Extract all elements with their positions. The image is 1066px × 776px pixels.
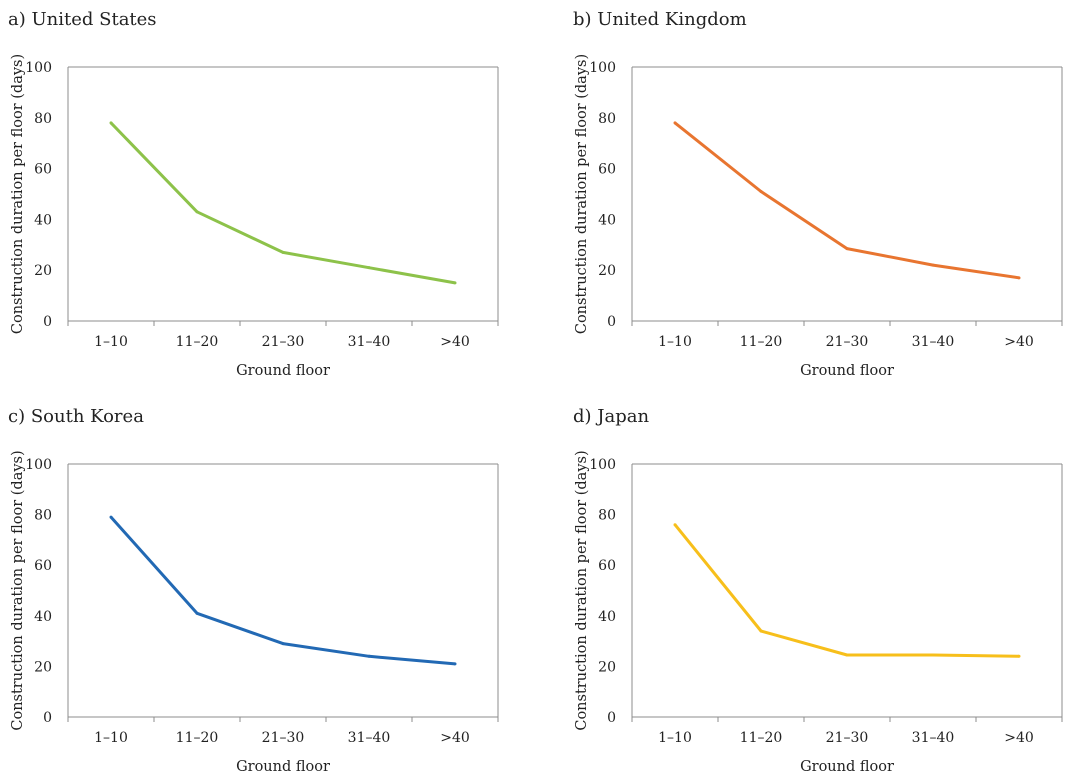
series-line [109, 516, 456, 666]
chart-title: b) United Kingdom [573, 9, 747, 30]
chart-panel-3: c) South Korea 0 20 40 60 80 100 1–10 11–20 21–30… [8, 406, 499, 775]
x-tick-label: 1–10 [94, 730, 128, 746]
chart-panel-2: b) United Kingdom 0 20 40 60 80 100 1–10 11–20 21… [573, 9, 1063, 379]
x-axis-label: Ground floor [800, 759, 894, 772]
data-point [453, 281, 457, 285]
x-axis-label: Ground floor [800, 363, 894, 379]
y-tick-label: 40 [34, 212, 52, 228]
data-point [673, 523, 677, 527]
y-tick-label: 100 [589, 60, 616, 76]
y-tick-label: 60 [34, 162, 52, 178]
data-point [109, 515, 113, 519]
y-axis-label: Construction duration per floor (days) [10, 450, 26, 730]
x-axis-label: Ground floor [236, 759, 330, 772]
x-tick-label: >40 [440, 730, 470, 746]
y-tick-label: 0 [43, 710, 52, 726]
x-tick-label: 11–20 [740, 334, 783, 350]
x-tick-label: 21–30 [826, 334, 869, 350]
x-tick-label: >40 [1004, 730, 1034, 746]
y-tick-label: 40 [598, 609, 616, 625]
data-point [931, 263, 935, 267]
y-axis-label: Construction duration per floor (days) [574, 450, 590, 730]
data-point [845, 653, 849, 657]
data-point [931, 653, 935, 657]
x-tick-label: 31–40 [912, 334, 955, 350]
y-tick-label: 20 [598, 659, 616, 675]
data-point [281, 250, 285, 254]
data-point [453, 662, 457, 666]
data-point [195, 210, 199, 214]
x-tick-label: 21–30 [826, 730, 869, 746]
data-point [759, 629, 763, 633]
data-point [1017, 654, 1021, 658]
x-tick-label: 11–20 [176, 730, 219, 746]
data-point [367, 266, 371, 270]
series-line [673, 523, 1020, 658]
y-axis-label: Construction duration per floor (days) [574, 54, 590, 334]
y-tick-label: 20 [34, 659, 52, 675]
data-point [673, 121, 677, 125]
data-point [195, 611, 199, 615]
series-line [674, 121, 1020, 280]
y-tick-label: 20 [598, 263, 616, 279]
chart-title: a) United States [8, 9, 157, 30]
y-tick-label: 100 [25, 457, 52, 473]
x-axis-label: Ground floor [236, 363, 330, 379]
y-tick-label: 100 [589, 457, 616, 473]
y-tick-label: 40 [34, 609, 52, 625]
y-tick-label: 60 [598, 558, 616, 574]
x-tick-label: 21–30 [262, 730, 305, 746]
x-tick-label: 31–40 [348, 334, 391, 350]
data-point [367, 654, 371, 658]
x-tick-label: 31–40 [912, 730, 955, 746]
x-tick-label: 11–20 [176, 334, 219, 350]
data-point [759, 189, 763, 193]
x-tick-label: >40 [440, 334, 470, 350]
x-tick-label: 1–10 [658, 334, 692, 350]
x-tick-label: 1–10 [94, 334, 128, 350]
data-point [1017, 276, 1021, 280]
chart-panel-4: d) Japan 0 20 40 60 80 100 1–10 11–20 21–30 31–40 >… [573, 406, 1063, 775]
y-tick-label: 40 [598, 212, 616, 228]
y-tick-label: 0 [607, 710, 616, 726]
series-line [109, 121, 456, 285]
data-point [281, 642, 285, 646]
y-tick-label: 0 [43, 314, 52, 330]
y-tick-label: 80 [598, 508, 616, 524]
y-tick-label: 80 [598, 111, 616, 127]
y-tick-label: 100 [25, 60, 52, 76]
chart-panel-1: a) United States 0 20 40 60 80 100 1–10 11–20 21–… [8, 9, 499, 379]
x-tick-label: 21–30 [262, 334, 305, 350]
y-tick-label: 0 [607, 314, 616, 330]
x-tick-label: 1–10 [658, 730, 692, 746]
y-axis-label: Construction duration per floor (days) [10, 54, 26, 334]
x-tick-label: 31–40 [348, 730, 391, 746]
y-tick-label: 80 [34, 508, 52, 524]
chart-title: d) Japan [573, 406, 649, 427]
x-tick-label: >40 [1004, 334, 1034, 350]
y-tick-label: 80 [34, 111, 52, 127]
data-point [109, 121, 113, 125]
chart-title: c) South Korea [8, 406, 144, 427]
y-tick-label: 60 [598, 162, 616, 178]
x-tick-label: 11–20 [740, 730, 783, 746]
y-tick-label: 20 [34, 263, 52, 279]
data-point [845, 247, 849, 251]
y-tick-label: 60 [34, 558, 52, 574]
